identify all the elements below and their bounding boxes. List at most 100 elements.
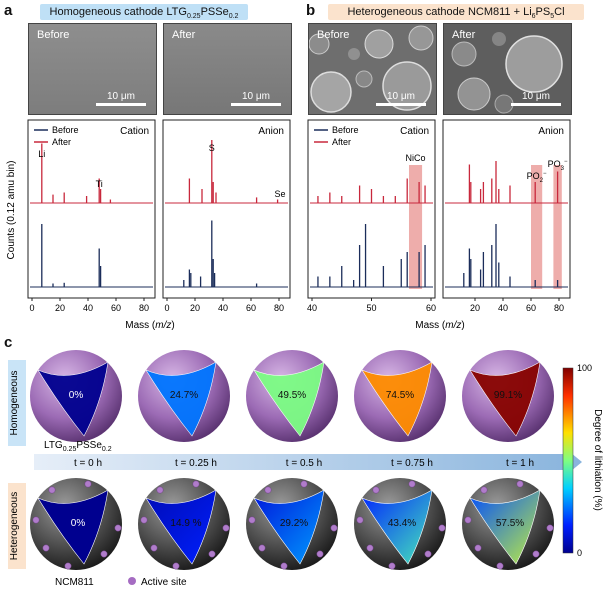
heterogeneous-material-label: NCM811 (55, 577, 94, 588)
peak-label-nico: NiCo (406, 153, 426, 163)
homogeneous-value: 99.1% (494, 390, 522, 401)
x-tick-label: 40 (307, 303, 317, 313)
sem-particles-after (451, 32, 563, 114)
x-tick-label: 80 (554, 303, 564, 313)
lithiation-panel: Homogeneous Heterogeneous 0% t = 0 h 0% 24.… (8, 350, 603, 588)
peak-label: Ti (96, 179, 103, 189)
panel-b-title: Heterogeneous cathode NCM811 + Li6PS5Cl (328, 4, 584, 20)
active-site-dot (172, 562, 180, 570)
highlight-region (408, 165, 423, 289)
homogeneous-material-label: LTG0.25PSSe0.2 (44, 440, 112, 453)
active-site-dot (156, 486, 164, 494)
active-site-dot (464, 516, 472, 524)
active-site-dot (316, 550, 324, 558)
active-site-dot (258, 544, 266, 552)
panel-letter-b: b (306, 2, 316, 19)
chart-frame (27, 119, 156, 299)
active-site-dot (546, 524, 554, 532)
active-site-dot (64, 562, 72, 570)
heterogeneous-value: 43.4% (388, 518, 416, 529)
x-tick-label: 20 (190, 303, 200, 313)
peak-label: S (209, 143, 215, 153)
x-tick-label: 60 (246, 303, 256, 313)
active-site-dot (100, 550, 108, 558)
active-site-dot (222, 524, 230, 532)
active-site-dot (264, 486, 272, 494)
active-site-dot (496, 562, 504, 570)
chart-title: Cation (400, 126, 429, 137)
homogeneous-value: 0% (69, 390, 84, 401)
active-site-dot (248, 516, 256, 524)
sem-particles-before (309, 25, 434, 113)
chart-title: Anion (258, 126, 284, 137)
sem-image-b-before: Before 10 μm (308, 23, 437, 115)
heterogeneous-wedge (253, 489, 325, 565)
active-site-dot (388, 562, 396, 570)
heterogeneous-wedge (361, 489, 433, 565)
active-site-dot (300, 480, 308, 488)
highlight-region (553, 165, 562, 289)
row-label-heterogeneous: Heterogeneous (8, 483, 26, 569)
x-tick-label: 80 (139, 303, 149, 313)
spectra-charts: 0 20 40 60 80 Cation Before After Li Ti 0 20 40 60 80 A… (6, 119, 571, 331)
active-site-dot (516, 480, 524, 488)
panel-letter-c: c (4, 334, 13, 351)
active-site-dot (48, 486, 56, 494)
colorbar-max: 100 (577, 363, 592, 373)
sem-image-a-before: Before 10 μm (28, 23, 157, 115)
time-label: t = 0.5 h (286, 458, 322, 469)
sem-image-b-after: After 10 μm (443, 23, 572, 115)
colorbar (562, 367, 574, 554)
homogeneous-wedge (253, 361, 325, 437)
x-tick-label: 60 (426, 303, 436, 313)
x-tick-label: 0 (164, 303, 169, 313)
chart-frame (442, 119, 571, 299)
svg-text:Heterogeneous: Heterogeneous (9, 492, 20, 560)
homogeneous-wedge (145, 361, 217, 437)
active-site-dot (480, 486, 488, 494)
active-site-dot (140, 516, 148, 524)
heterogeneous-wedge (37, 489, 109, 565)
panel-letter-a: a (4, 2, 13, 19)
colorbar-label: Degree of lithiation (%) (592, 409, 603, 511)
active-site-dot (42, 544, 50, 552)
time-label: t = 0 h (74, 458, 102, 469)
legend-label-before: Before (52, 125, 79, 135)
svg-text:Homogeneous: Homogeneous (9, 370, 20, 435)
x-tick-label: 60 (111, 303, 121, 313)
homogeneous-value: 74.5% (386, 390, 414, 401)
x-tick-label: 80 (274, 303, 284, 313)
time-label: t = 1 h (506, 458, 534, 469)
x-tick-label: 40 (83, 303, 93, 313)
colorbar-min: 0 (577, 548, 582, 558)
x-tick-label: 60 (526, 303, 536, 313)
heterogeneous-value: 57.5% (496, 518, 524, 529)
active-site-dot (356, 516, 364, 524)
chart-frame (162, 119, 291, 299)
heterogeneous-value: 14.9 % (170, 518, 201, 529)
active-site-dot (438, 524, 446, 532)
highlight-region (531, 165, 543, 289)
x-tick-label: 40 (498, 303, 508, 313)
legend-label-after: After (332, 137, 351, 147)
active-site-legend-label: Active site (141, 577, 187, 588)
active-site-dot (408, 480, 416, 488)
active-site-dot (366, 544, 374, 552)
x-tick-label: 40 (218, 303, 228, 313)
heterogeneous-value: 29.2% (280, 518, 308, 529)
homogeneous-value: 49.5% (278, 390, 306, 401)
x-tick-label: 20 (55, 303, 65, 313)
chart-title: Cation (120, 126, 149, 137)
time-arrow (34, 448, 582, 476)
active-site-dot (150, 544, 158, 552)
x-tick-label: 0 (29, 303, 34, 313)
active-site-dot (114, 524, 122, 532)
panel-a-title: Homogeneous cathode LTG0.25PSSe0.2 (40, 4, 248, 20)
active-site-dot (192, 480, 200, 488)
time-label: t = 0.75 h (391, 458, 433, 469)
active-site-dot (474, 544, 482, 552)
x-axis-label-b: Mass (m/z) (415, 320, 464, 331)
active-site-legend-icon (128, 577, 136, 585)
peak-label: Se (274, 189, 285, 199)
active-site-dot (84, 480, 92, 488)
